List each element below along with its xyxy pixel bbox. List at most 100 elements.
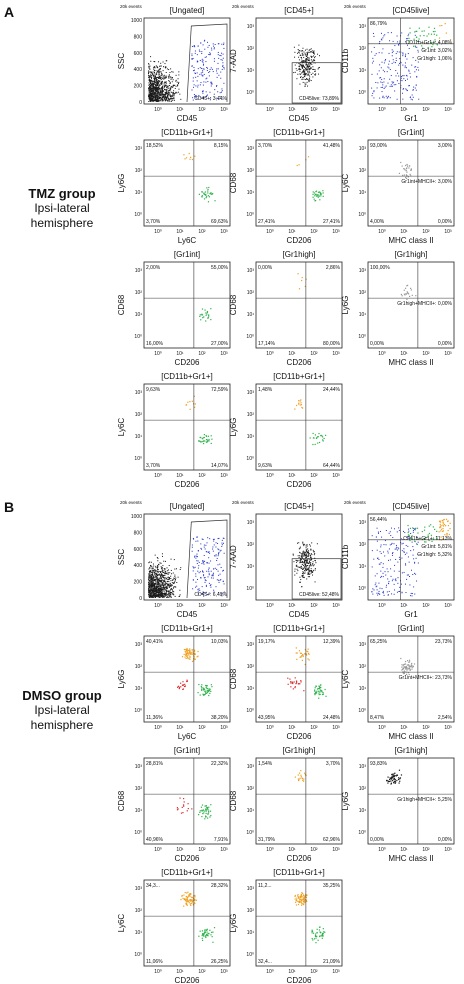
event-dot xyxy=(156,73,158,75)
event-dot xyxy=(164,100,166,102)
event-dot xyxy=(301,586,303,588)
event-dot xyxy=(304,543,306,545)
event-dot xyxy=(305,547,307,549)
event-dot xyxy=(157,93,159,95)
event-dot xyxy=(299,551,301,553)
event-dot xyxy=(396,779,398,782)
event-dot xyxy=(314,557,316,559)
event-dot xyxy=(311,930,314,932)
event-dot xyxy=(309,63,311,65)
event-dot xyxy=(324,931,326,933)
event-dot xyxy=(161,81,163,83)
event-dot xyxy=(409,27,411,29)
event-dot xyxy=(223,82,225,84)
event-dot xyxy=(391,542,393,544)
event-dot xyxy=(311,59,313,61)
event-dot xyxy=(153,94,155,96)
quadrant-label: 38,20% xyxy=(211,715,229,721)
x-tick-label: 10⁰ xyxy=(266,847,274,853)
event-dot xyxy=(150,92,152,94)
event-dot xyxy=(295,652,297,654)
event-dot xyxy=(442,524,444,526)
event-dot xyxy=(151,83,153,85)
x-axis-label: CD45 xyxy=(177,610,198,619)
event-dot xyxy=(168,80,170,82)
event-dot xyxy=(150,585,152,587)
event-dot xyxy=(378,593,380,595)
event-dot xyxy=(212,572,214,574)
x-tick-label: 10¹ xyxy=(176,603,184,609)
y-axis-label: CD68 xyxy=(229,668,238,689)
event-dot xyxy=(152,96,154,98)
event-dot xyxy=(156,585,158,587)
event-dot xyxy=(150,83,152,85)
event-dot xyxy=(392,50,394,52)
event-dot xyxy=(192,97,194,99)
event-dot xyxy=(401,295,403,297)
event-dot xyxy=(303,56,305,58)
event-dot xyxy=(304,774,306,776)
event-dot xyxy=(292,553,294,555)
event-dot xyxy=(414,71,416,73)
x-tick-label: 10¹ xyxy=(288,969,296,975)
event-dot xyxy=(299,70,301,72)
event-dot xyxy=(174,576,176,578)
event-dot xyxy=(305,549,307,551)
event-dot xyxy=(205,686,207,689)
event-dot xyxy=(318,694,320,696)
event-dot xyxy=(158,85,160,87)
event-dot xyxy=(195,73,197,75)
event-dot xyxy=(162,596,164,598)
event-dot xyxy=(152,572,154,574)
event-dot xyxy=(155,591,157,593)
event-dot xyxy=(300,680,302,682)
event-dot xyxy=(166,95,168,97)
event-dot xyxy=(196,80,198,82)
event-dot xyxy=(150,571,152,573)
event-dot xyxy=(200,543,202,545)
event-dot xyxy=(306,569,308,571)
event-dot xyxy=(174,581,176,583)
event-dot xyxy=(205,56,207,58)
event-dot xyxy=(160,83,162,85)
event-dot xyxy=(406,44,408,46)
event-dot xyxy=(155,575,157,577)
event-dot xyxy=(390,778,393,780)
event-dot xyxy=(201,934,204,936)
event-dot xyxy=(383,35,385,37)
event-dot xyxy=(167,75,169,77)
event-dot xyxy=(292,688,294,690)
event-dot xyxy=(444,534,446,536)
event-dot xyxy=(152,579,154,581)
event-dot xyxy=(405,292,407,295)
event-dot xyxy=(165,573,167,575)
event-dot xyxy=(156,88,158,90)
event-dot xyxy=(208,811,210,813)
event-dot xyxy=(207,692,209,694)
event-dot xyxy=(379,551,381,553)
event-dot xyxy=(404,55,406,57)
event-dot xyxy=(205,929,207,931)
event-dot xyxy=(406,298,408,301)
event-dot xyxy=(167,100,169,102)
x-tick-label: 10¹ xyxy=(288,351,296,357)
event-dot xyxy=(303,899,306,901)
event-dot xyxy=(151,585,153,587)
event-dot xyxy=(307,554,309,556)
event-dot xyxy=(159,577,161,579)
event-dot xyxy=(440,525,442,527)
event-dot xyxy=(192,649,194,651)
event-dot xyxy=(307,651,309,653)
event-dot xyxy=(388,583,390,585)
event-dot xyxy=(189,903,191,905)
y-tick-label: 10² xyxy=(135,664,143,670)
event-dot xyxy=(154,587,156,589)
event-dot xyxy=(207,440,209,442)
event-dot xyxy=(183,154,185,156)
event-dot xyxy=(203,812,205,814)
x-axis-label: CD45 xyxy=(177,114,198,123)
gate-label: CD45live: 52,48% xyxy=(299,592,340,598)
event-dot xyxy=(214,89,216,91)
event-dot xyxy=(170,575,172,577)
event-dot xyxy=(391,554,393,556)
